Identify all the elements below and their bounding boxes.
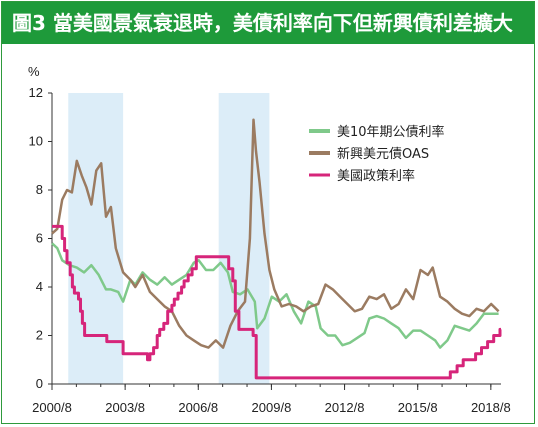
series-line-1 (51, 242, 499, 349)
chart-axes: 0 2 4 6 8 10 12% 2000/8 2003/8 2006/8 2009/8 2012/8… (28, 64, 511, 415)
y-tick-label: 4 (36, 279, 43, 294)
legend-label-2: 新興美元債OAS (337, 146, 429, 162)
legend-label-3: 美國政策利率 (337, 168, 415, 184)
y-tick-label: 2 (36, 328, 43, 343)
x-tick-label: 2009/8 (252, 400, 292, 415)
x-tick-label: 2006/8 (178, 400, 218, 415)
legend-label-1: 美10年期公債利率 (337, 124, 445, 140)
series-line-3 (52, 224, 502, 380)
x-tick-label: 2000/8 (32, 400, 72, 415)
x-tick-label: 2012/8 (325, 400, 365, 415)
x-tick-label: 2015/8 (398, 400, 438, 415)
y-tick-label: 10 (29, 134, 43, 149)
x-tick-label: 2018/8 (471, 400, 511, 415)
series-line-2 (51, 118, 500, 349)
x-tick-label: 2003/8 (105, 400, 145, 415)
y-tick-label: 8 (36, 182, 43, 197)
y-tick-label: 0 (36, 376, 43, 391)
recession-shading (68, 93, 270, 384)
y-tick-label: 12 (29, 85, 43, 100)
chart-title: 圖3 當美國景氣衰退時，美債利率向下但新興債利差擴大 (2, 2, 534, 44)
y-tick-label: 6 (36, 231, 43, 246)
chart-lines (51, 118, 502, 380)
y-axis-unit: % (28, 64, 40, 79)
